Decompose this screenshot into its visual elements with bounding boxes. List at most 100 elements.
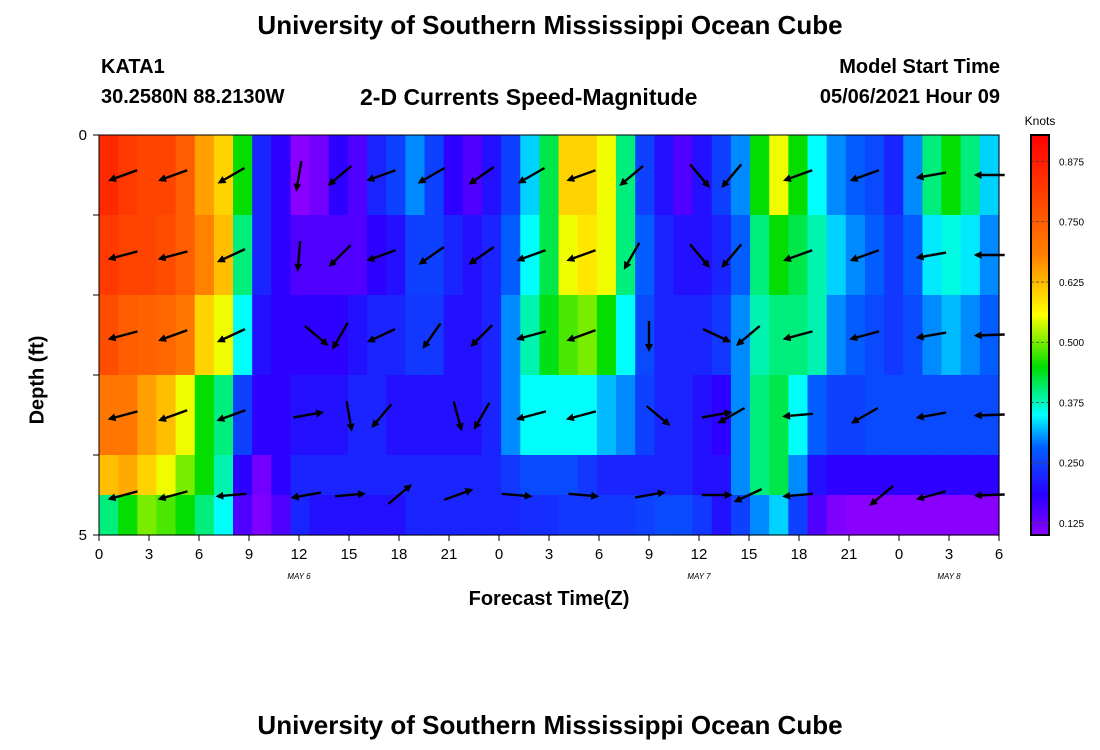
heatmap-cell (769, 215, 789, 296)
heatmap-cell (118, 495, 138, 536)
heatmap-cell (347, 455, 368, 496)
current-arrow (515, 330, 547, 342)
heatmap-cell (750, 295, 770, 376)
heatmap-cell (328, 455, 349, 496)
heatmap-cell (271, 295, 292, 376)
heatmap-cell (367, 135, 387, 216)
heatmap-cell (654, 375, 675, 456)
current-arrow (443, 488, 474, 501)
heatmap-cell (99, 495, 119, 536)
heatmap-cell (654, 215, 675, 296)
heatmap-cell (558, 295, 579, 376)
current-arrow (689, 243, 710, 268)
heatmap-cell (501, 495, 521, 536)
date-label: MAY 6 (287, 572, 311, 581)
heatmap-cell (328, 375, 349, 456)
heatmap-cell (596, 495, 617, 536)
current-arrow (332, 322, 349, 350)
heatmap-cell (558, 495, 579, 536)
x-tick-label: 6 (195, 546, 203, 563)
current-arrow (736, 325, 761, 346)
heatmap-cell (520, 495, 541, 536)
current-arrow (293, 409, 325, 419)
heatmap-cell (673, 375, 694, 456)
current-arrow (468, 246, 495, 265)
heatmap-cell (175, 215, 196, 296)
current-arrow (717, 406, 746, 424)
heatmap-cell (692, 455, 713, 496)
heatmap-cell (290, 215, 311, 296)
heatmap-cell (635, 495, 655, 536)
heatmap-cell (692, 495, 713, 536)
current-arrow (216, 328, 246, 343)
heatmap-cell (826, 295, 847, 376)
heatmap-cell (960, 135, 981, 216)
heatmap-cell (367, 375, 387, 456)
heatmap-cell (750, 135, 770, 216)
heatmap-cell (903, 215, 924, 296)
heatmap-cell (501, 295, 521, 376)
heatmap-cell (290, 135, 311, 216)
heatmap-cell (252, 295, 272, 376)
current-arrow (387, 484, 412, 505)
current-arrow (215, 491, 247, 500)
heatmap-cell (903, 455, 924, 496)
heatmap-cell (730, 375, 751, 456)
heatmap-cell (692, 295, 713, 376)
heatmap-cell (462, 375, 483, 456)
heatmap-cell (386, 455, 406, 496)
heatmap-cell (443, 215, 464, 296)
heatmap-cell (616, 455, 636, 496)
current-arrow (107, 250, 138, 262)
heatmap-cell (520, 455, 541, 496)
heatmap-cell (367, 215, 387, 296)
heatmap-cell (347, 135, 368, 216)
heatmap-cell (99, 295, 119, 376)
station-id: KATA1 (101, 56, 165, 78)
heatmap-cell (233, 495, 253, 536)
heatmap-cell (194, 295, 215, 376)
heatmap-cell (845, 455, 866, 496)
heatmap-cell (596, 375, 617, 456)
chart-title-bottom: University of Southern Mississippi Ocean… (257, 710, 843, 740)
current-arrow (366, 328, 396, 343)
heatmap-cell (730, 295, 751, 376)
current-arrow (915, 490, 947, 502)
current-arrow (157, 329, 188, 342)
heatmap-cell (137, 375, 158, 456)
heatmap-cell (424, 295, 445, 376)
heatmap-cell (347, 295, 368, 376)
heatmap-cell (99, 215, 119, 296)
heatmap-cell (711, 495, 732, 536)
heatmap-cell (941, 375, 962, 456)
heatmap-cell (807, 455, 828, 496)
x-tick-label: 6 (595, 546, 603, 563)
current-arrow (850, 406, 879, 424)
current-arrow (417, 166, 446, 184)
heatmap-cell (539, 495, 560, 536)
heatmap-cell (233, 295, 253, 376)
heatmap-cell (156, 455, 177, 496)
heatmap-cell (884, 295, 904, 376)
heatmap-cell (424, 495, 445, 536)
current-arrow (515, 410, 547, 422)
heatmap-cell (539, 135, 560, 216)
current-arrow (294, 240, 303, 272)
heatmap-cell (635, 375, 655, 456)
heatmap-cell (443, 455, 464, 496)
heatmap-cell (884, 215, 904, 296)
heatmap-cell (405, 375, 426, 456)
x-tick-label: 9 (645, 546, 653, 563)
heatmap-cell (271, 495, 292, 536)
heatmap-cell (845, 375, 866, 456)
heatmap-cell (941, 135, 962, 216)
heatmap-cell (864, 295, 885, 376)
current-arrow (327, 165, 353, 186)
heatmap-cell (845, 495, 866, 536)
heatmap-cell (692, 215, 713, 296)
heatmap-cell (175, 495, 196, 536)
heatmap-cell (309, 375, 330, 456)
heatmap-cell (501, 375, 521, 456)
date-label: MAY 8 (937, 572, 961, 581)
heatmap-cell (616, 295, 636, 376)
